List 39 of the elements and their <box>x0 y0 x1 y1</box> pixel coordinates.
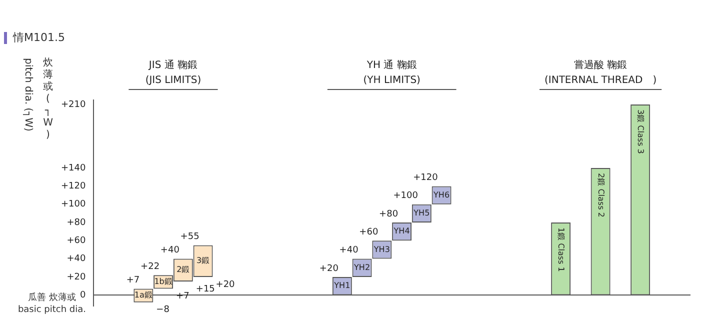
x-tick-label: 2鍛 Class 2 <box>596 173 606 218</box>
annotation: +20 <box>319 264 339 274</box>
annotation: +22 <box>140 262 160 272</box>
annotation: +20 <box>216 280 236 290</box>
y-tick-label: +40 <box>66 254 86 264</box>
x-tick-label: YH1 <box>333 281 350 290</box>
annotation: −8 <box>156 305 170 316</box>
x-tick-label: 2鍛 <box>176 265 190 274</box>
y-tick-label: 0 <box>80 290 86 300</box>
annotation: +55 <box>180 232 200 242</box>
annotation: +40 <box>160 246 180 256</box>
y-tick-label: +140 <box>60 163 86 174</box>
x-tick-label: 3鍛 Class 3 <box>636 110 646 154</box>
y-tick-label: +100 <box>60 200 86 210</box>
y-tick-label: +60 <box>66 236 86 246</box>
annotation: +100 <box>393 191 418 202</box>
x-tick-label: YH5 <box>412 208 430 218</box>
annotation: +60 <box>359 228 378 238</box>
text: 嘗過酸 鞠鍛 (INTERNAL THREAD ) <box>544 59 657 86</box>
x-tick-label: YH2 <box>353 262 370 272</box>
chart-title: 情M101.5 <box>13 30 65 45</box>
y-tick-label: +120 <box>60 182 86 192</box>
annotation: +40 <box>339 246 359 256</box>
annotation: +7 <box>126 276 140 286</box>
y-tick-label: +20 <box>66 272 86 282</box>
text: JIS 通 鞠鍛 (JIS LIMITS) <box>145 59 202 86</box>
y-tick-label: +210 <box>60 100 86 110</box>
x-tick-label: 1a鍛 <box>134 290 152 300</box>
x-tick-label: YH6 <box>432 190 450 200</box>
x-tick-label: YH3 <box>372 244 390 254</box>
y-tick-label: +80 <box>66 218 86 228</box>
x-tick-label: 1鍛 Class 1 <box>556 228 566 272</box>
annotation: +15 <box>196 284 215 294</box>
x-tick-label: 1b鍛 <box>154 277 172 286</box>
x-tick-label: 3鍛 <box>196 256 210 266</box>
annotation: +80 <box>379 209 398 220</box>
x-tick-label: YH4 <box>392 226 410 236</box>
annotation: +120 <box>413 173 438 184</box>
text: YH 通 鞠鍛 (YH LIMITS) <box>363 59 421 86</box>
